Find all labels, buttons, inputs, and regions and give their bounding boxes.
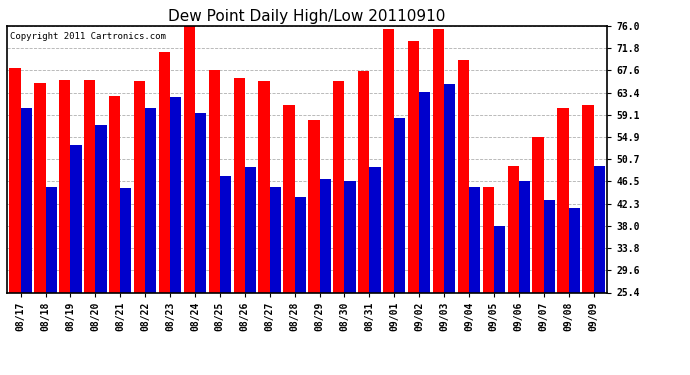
Bar — [234, 78, 245, 292]
Bar — [369, 167, 380, 292]
Bar — [245, 167, 256, 292]
Bar — [569, 208, 580, 292]
Bar — [483, 187, 494, 292]
Bar — [120, 188, 131, 292]
Bar — [444, 84, 455, 292]
Bar — [408, 41, 419, 292]
Bar — [558, 108, 569, 292]
Bar — [394, 118, 406, 292]
Bar — [533, 137, 544, 292]
Bar — [10, 68, 21, 292]
Bar — [508, 166, 519, 292]
Bar — [134, 81, 145, 292]
Bar — [433, 29, 444, 292]
Bar — [159, 51, 170, 292]
Bar — [358, 71, 369, 292]
Bar — [295, 197, 306, 292]
Bar — [582, 105, 593, 292]
Bar — [259, 81, 270, 292]
Bar — [519, 182, 530, 292]
Bar — [544, 200, 555, 292]
Bar — [21, 108, 32, 292]
Bar — [333, 81, 344, 292]
Bar — [95, 125, 106, 292]
Bar — [84, 80, 95, 292]
Bar — [593, 166, 604, 292]
Bar — [70, 145, 81, 292]
Bar — [270, 187, 281, 292]
Bar — [109, 96, 120, 292]
Bar — [195, 113, 206, 292]
Bar — [457, 60, 469, 292]
Bar — [208, 70, 220, 292]
Bar — [184, 24, 195, 293]
Bar — [46, 187, 57, 292]
Bar — [383, 29, 394, 292]
Bar — [284, 105, 295, 292]
Bar — [220, 176, 231, 292]
Bar — [469, 187, 480, 292]
Bar — [59, 80, 70, 292]
Bar — [145, 108, 157, 292]
Text: Copyright 2011 Cartronics.com: Copyright 2011 Cartronics.com — [10, 32, 166, 40]
Bar — [494, 226, 505, 292]
Bar — [308, 120, 319, 292]
Bar — [419, 92, 431, 292]
Title: Dew Point Daily High/Low 20110910: Dew Point Daily High/Low 20110910 — [168, 9, 446, 24]
Bar — [170, 97, 181, 292]
Bar — [34, 83, 46, 292]
Bar — [344, 182, 355, 292]
Bar — [319, 179, 331, 292]
